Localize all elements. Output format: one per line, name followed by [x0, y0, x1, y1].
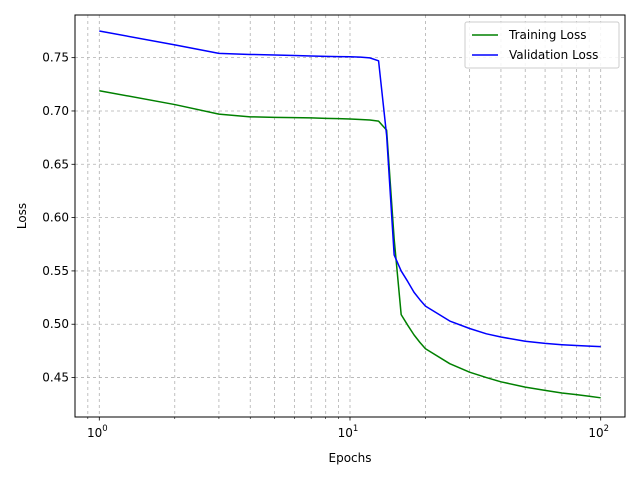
validation-loss-line: [99, 30, 601, 348]
y-tick-label: 0.50: [42, 317, 69, 331]
training-loss-line: [99, 89, 601, 399]
grid-layer: [75, 15, 625, 417]
y-tick-label: 0.75: [42, 51, 69, 65]
y-tick-label: 0.45: [42, 371, 69, 385]
y-axis-label: Loss: [15, 203, 29, 229]
legend: Training Loss Validation Loss: [464, 21, 620, 69]
legend-label-training-loss: Training Loss: [508, 28, 586, 42]
y-tick-label: 0.65: [42, 157, 69, 171]
series-layer: [99, 30, 601, 399]
tick-layer: 100 101 102 0.45 0.50 0.55 0.60 0.65 0.70 0.75: [42, 51, 609, 440]
x-tick-label: 101: [338, 424, 359, 440]
legend-label-validation-loss: Validation Loss: [509, 48, 598, 62]
y-tick-label: 0.55: [42, 264, 69, 278]
legend-box: [464, 21, 620, 69]
x-tick-label: 100: [87, 424, 108, 440]
y-tick-label: 0.60: [42, 211, 69, 225]
y-tick-label: 0.70: [42, 104, 69, 118]
x-axis-label: Epochs: [329, 451, 372, 465]
x-tick-label: 102: [588, 424, 609, 440]
